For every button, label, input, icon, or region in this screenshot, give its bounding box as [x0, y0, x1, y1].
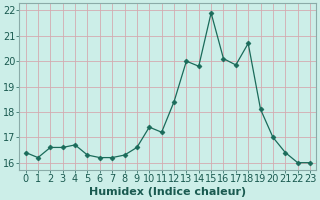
X-axis label: Humidex (Indice chaleur): Humidex (Indice chaleur)	[89, 187, 246, 197]
